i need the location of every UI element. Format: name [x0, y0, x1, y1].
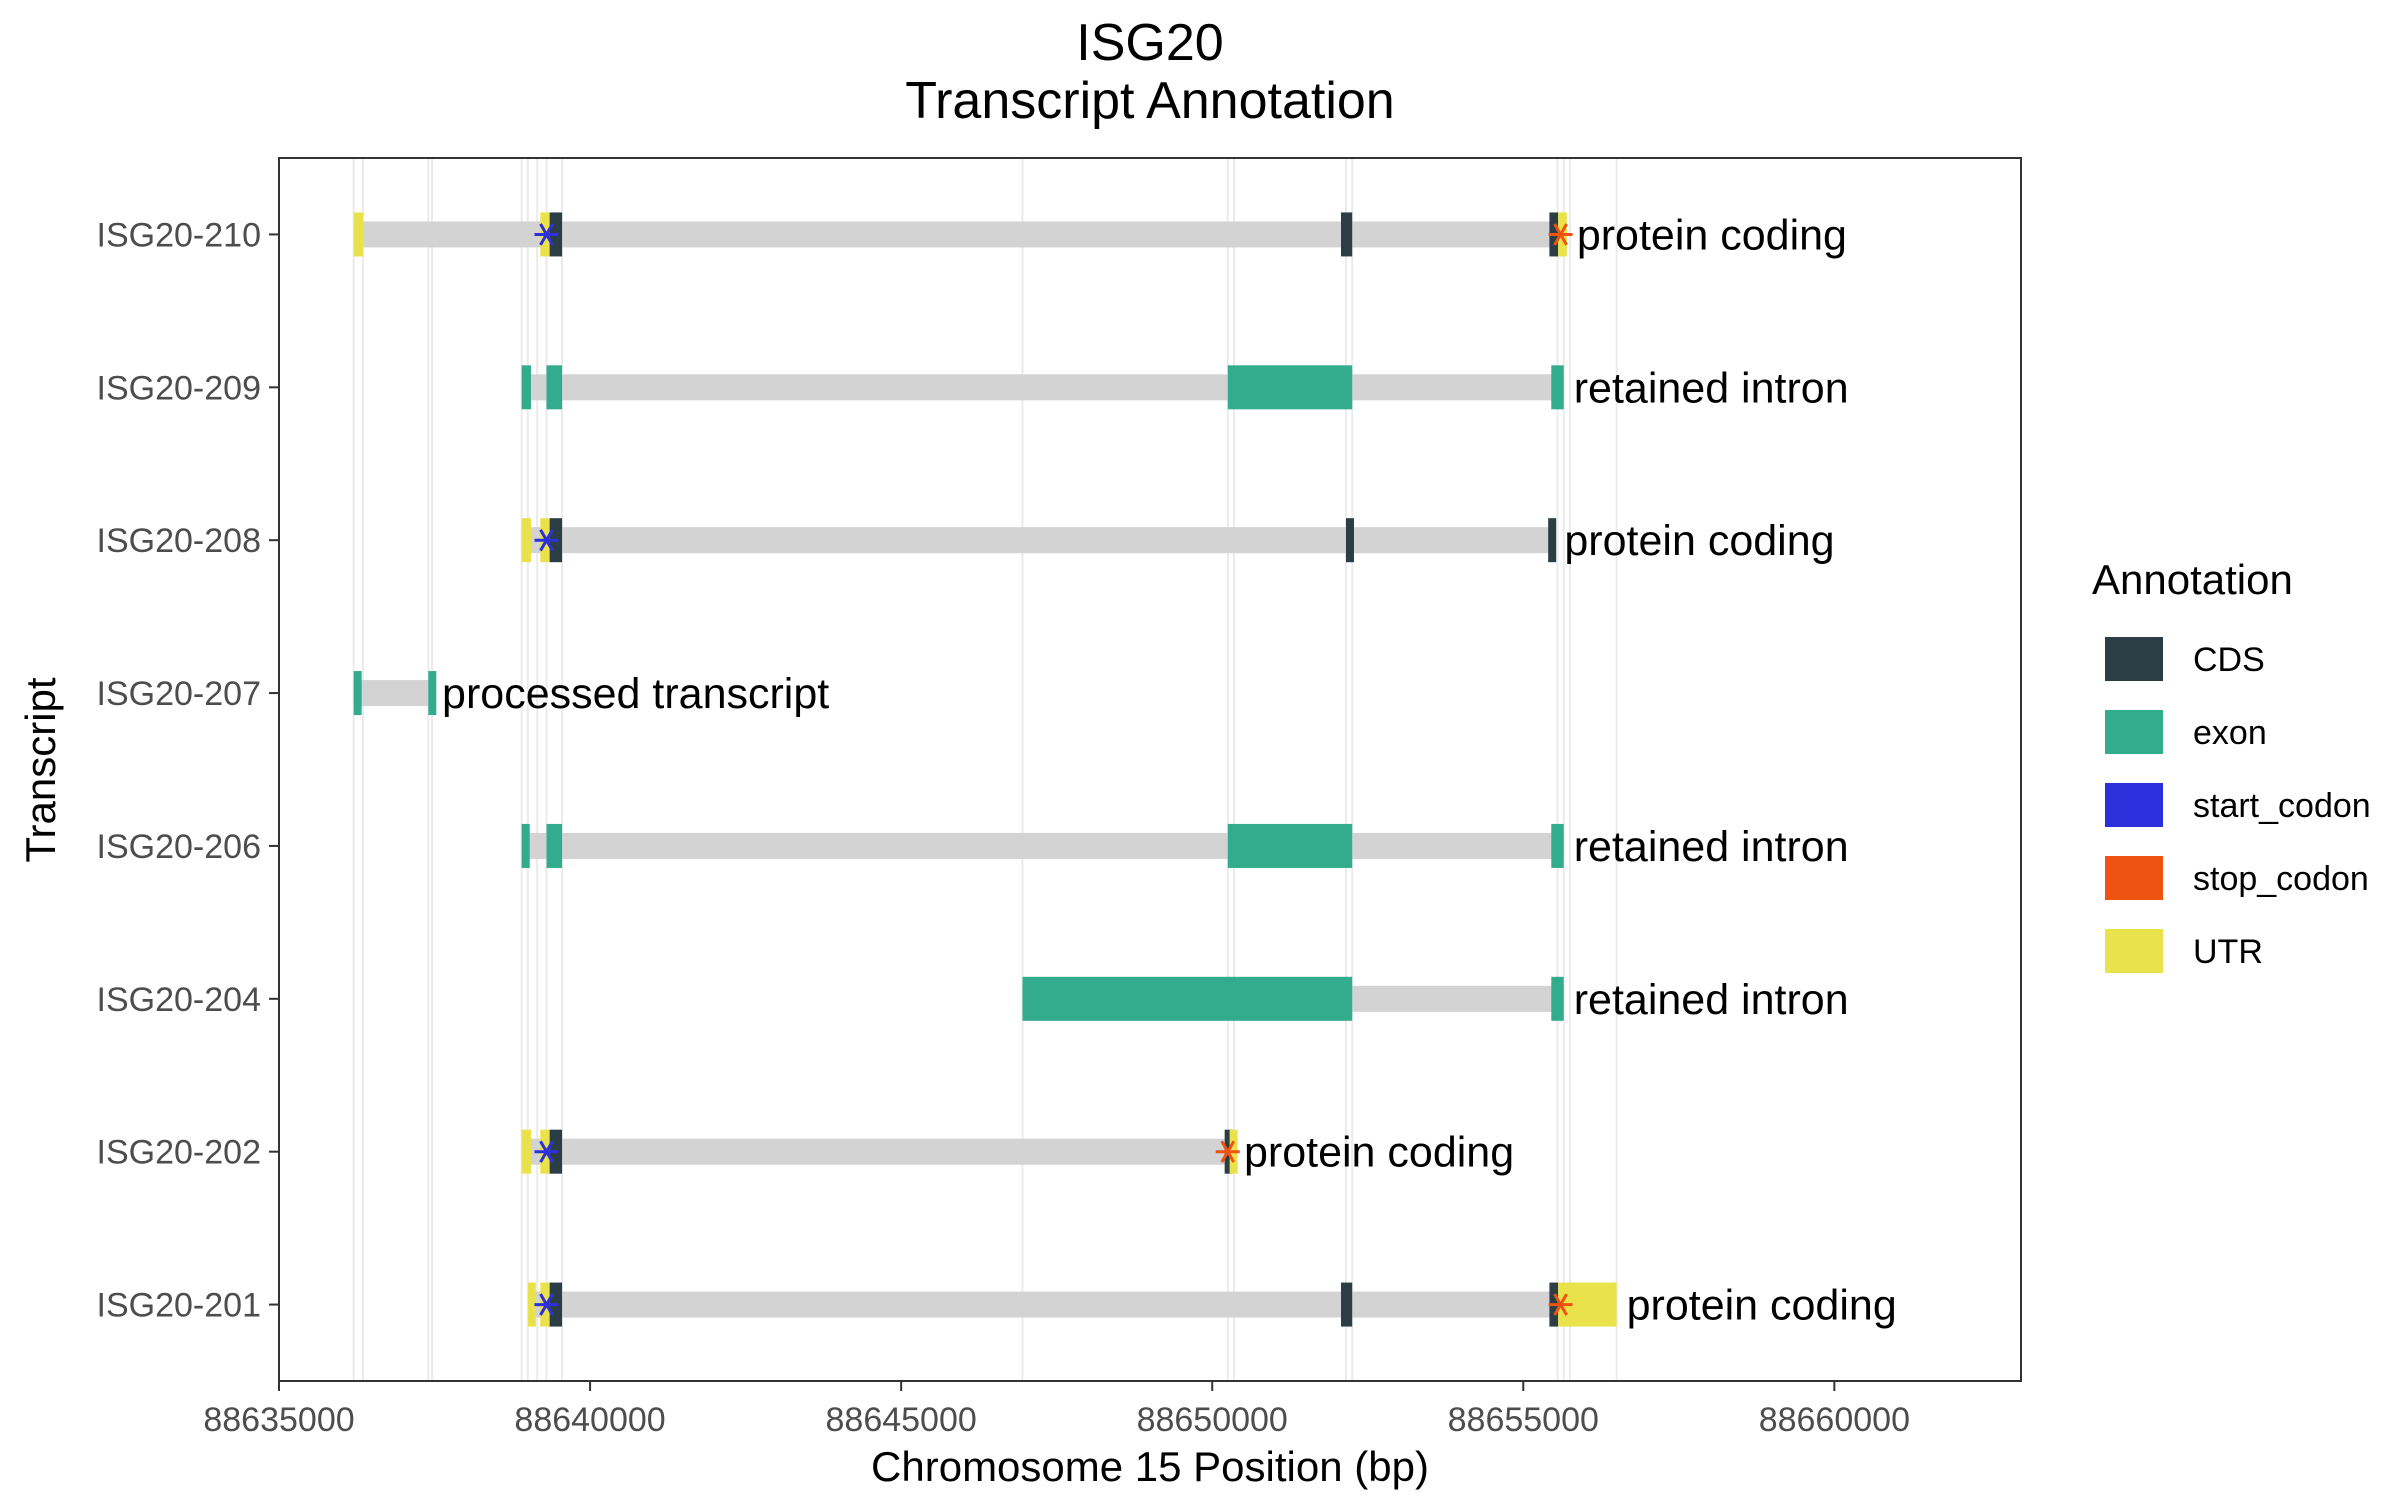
chart-subtitle: Transcript Annotation: [905, 72, 1394, 130]
legend-title: Annotation: [2092, 556, 2293, 603]
exon-block: [1227, 823, 1353, 868]
y-tick-label: ISG20-208: [97, 522, 261, 560]
biotype-label: protein coding: [1244, 1129, 1514, 1177]
intron-line: [527, 1291, 1617, 1318]
y-tick-label: ISG20-207: [97, 675, 261, 713]
stop-codon-marker: [1215, 1140, 1240, 1163]
cds-block: [1345, 518, 1354, 563]
x-tick-label: 88645000: [826, 1401, 977, 1439]
x-tick-label: 88635000: [203, 1401, 354, 1439]
legend-label: stop_codon: [2193, 860, 2369, 898]
legend-swatch: [2105, 710, 2163, 754]
legend-swatch: [2105, 783, 2163, 827]
legend-swatch: [2105, 637, 2163, 681]
biotype-label: retained intron: [1574, 976, 1849, 1024]
transcript-track: protein coding: [521, 1129, 1514, 1177]
y-tick-label: ISG20-210: [97, 216, 261, 254]
biotype-label: protein coding: [1577, 211, 1847, 259]
biotype-label: retained intron: [1574, 364, 1849, 412]
transcript-track: retained intron: [521, 364, 1849, 412]
stop-codon-marker: [1548, 223, 1573, 246]
exon-block: [546, 365, 563, 410]
exon-block: [1022, 976, 1353, 1021]
exon-block: [428, 671, 437, 716]
transcript-track: protein coding: [521, 517, 1835, 565]
exon-block: [1227, 365, 1353, 410]
vertical-guide-lines: [352, 158, 1618, 1381]
utr-block: [527, 1282, 536, 1327]
intron-line: [521, 1138, 1234, 1165]
biotype-label: protein coding: [1564, 517, 1834, 565]
start-codon-marker: [534, 223, 559, 246]
x-tick-label: 88660000: [1759, 1401, 1910, 1439]
biotype-label: protein coding: [1627, 1282, 1897, 1330]
legend-label: start_codon: [2193, 787, 2371, 825]
exon-block: [1551, 976, 1564, 1021]
utr-block: [521, 1129, 531, 1174]
biotype-label: processed transcript: [442, 670, 829, 718]
cds-block: [1340, 212, 1353, 257]
biotype-label: retained intron: [1574, 823, 1849, 871]
cds-block: [1340, 1282, 1353, 1327]
transcript-track: retained intron: [521, 823, 1849, 871]
legend-label: UTR: [2193, 933, 2263, 971]
transcript-track: retained intron: [1022, 976, 1849, 1024]
legend-swatch: [2105, 929, 2163, 973]
start-codon-marker: [534, 1140, 559, 1163]
exon-block: [1551, 823, 1564, 868]
y-axis: ISG20-210 ISG20-209 ISG20-208 ISG20-207 ISG2…: [97, 216, 279, 1325]
y-tick-label: ISG20-206: [97, 828, 261, 866]
intron-line: [521, 374, 1564, 401]
transcript-track: processed transcript: [353, 670, 829, 718]
transcript-track: protein coding: [527, 1282, 1897, 1330]
intron-line: [353, 680, 433, 707]
exon-block: [521, 365, 531, 410]
intron-line: [521, 527, 1555, 554]
start-codon-marker: [534, 1293, 559, 1316]
stop-codon-marker: [1548, 1293, 1573, 1316]
transcript-tracks: protein coding retained intron protein cod…: [353, 211, 1897, 1330]
exon-block: [521, 823, 530, 868]
y-tick-label: ISG20-201: [97, 1287, 261, 1325]
exon-block: [1551, 365, 1564, 410]
y-tick-label: ISG20-202: [97, 1134, 261, 1172]
chart-title: ISG20: [1076, 14, 1223, 72]
y-tick-label: ISG20-209: [97, 369, 261, 407]
exon-block: [353, 671, 362, 716]
y-axis-title: Transcript: [17, 677, 64, 862]
transcript-track: protein coding: [353, 211, 1847, 259]
utr-block: [353, 212, 363, 257]
plot-panel-border: [278, 157, 2022, 1382]
y-tick-label: ISG20-204: [97, 981, 261, 1019]
intron-line: [521, 832, 1564, 859]
x-axis: 88635000 88640000 88645000 88650000 88655000…: [203, 1381, 1910, 1439]
plot-panel: [279, 158, 2021, 1381]
start-codon-marker: [534, 529, 559, 552]
x-axis-title: Chromosome 15 Position (bp): [871, 1443, 1429, 1490]
x-tick-label: 88655000: [1448, 1401, 1599, 1439]
legend-label: CDS: [2193, 641, 2265, 679]
legend: Annotation CDS exon start_codon stop_codon U…: [2092, 556, 2371, 973]
exon-block: [546, 823, 563, 868]
x-tick-label: 88650000: [1137, 1401, 1288, 1439]
legend-label: exon: [2193, 714, 2267, 752]
x-tick-label: 88640000: [514, 1401, 665, 1439]
utr-block: [521, 518, 531, 563]
legend-swatch: [2105, 856, 2163, 900]
cds-block: [1548, 518, 1557, 563]
